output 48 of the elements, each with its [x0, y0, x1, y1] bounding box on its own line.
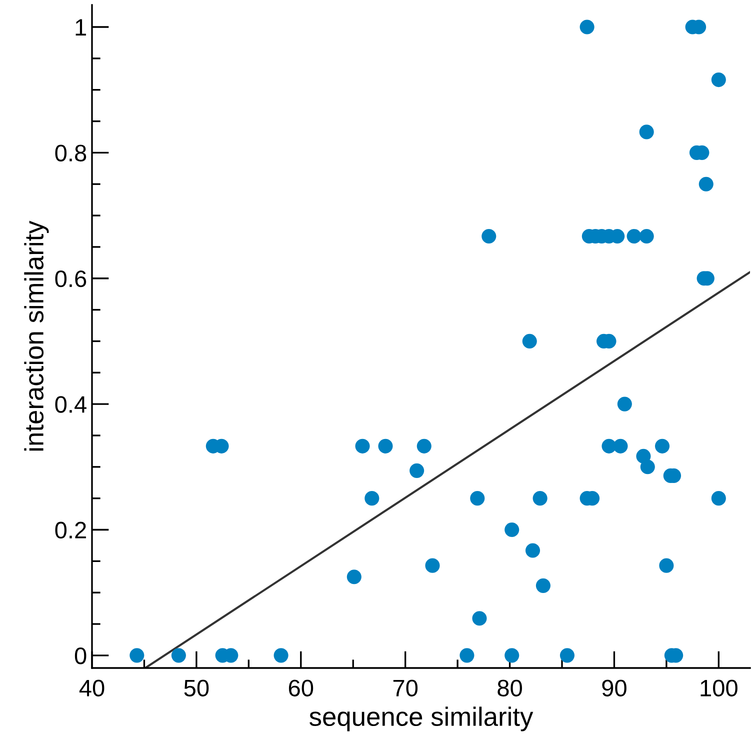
point — [274, 648, 288, 663]
y-tick-label: 0 — [74, 648, 86, 664]
point — [460, 648, 474, 663]
y-tick-label: 0.4 — [55, 396, 86, 413]
x-tick-label: 80 — [498, 680, 522, 696]
point — [525, 543, 540, 558]
y-tick-label: 0.2 — [55, 522, 86, 539]
point — [482, 228, 496, 244]
y-tick-label: 0.8 — [55, 144, 86, 162]
point — [580, 20, 594, 34]
point — [504, 648, 520, 663]
point — [640, 460, 655, 474]
point — [617, 396, 632, 412]
point — [346, 570, 362, 584]
x-tick-label: 70 — [393, 680, 418, 696]
point — [536, 578, 550, 593]
point — [410, 463, 424, 478]
point — [560, 648, 575, 663]
x-axis-title: sequence similarity — [310, 706, 534, 732]
point — [711, 72, 726, 88]
point — [378, 438, 393, 454]
x-tick-label: 50 — [184, 680, 209, 696]
point — [626, 228, 642, 244]
point — [698, 176, 714, 192]
y-tick-label: 1 — [76, 19, 86, 36]
point — [532, 491, 548, 506]
y-axis-title: interaction similarity — [24, 220, 49, 451]
point — [639, 124, 654, 140]
point — [130, 648, 144, 663]
point — [171, 648, 186, 663]
point — [639, 228, 654, 244]
point — [522, 334, 537, 348]
point — [355, 438, 370, 454]
x-tick-label: 60 — [288, 680, 314, 696]
y-tick-label: 0.6 — [55, 270, 86, 288]
point — [425, 558, 440, 573]
x-tick-label: 40 — [79, 680, 104, 696]
point — [416, 438, 432, 454]
point — [470, 491, 485, 506]
point — [504, 522, 520, 538]
point — [659, 558, 674, 573]
point — [364, 491, 380, 506]
x-tick-label: 100 — [700, 680, 738, 696]
point — [654, 438, 670, 454]
point — [711, 491, 726, 506]
x-tick-label: 90 — [602, 680, 626, 696]
point — [472, 611, 487, 626]
point — [613, 438, 628, 454]
